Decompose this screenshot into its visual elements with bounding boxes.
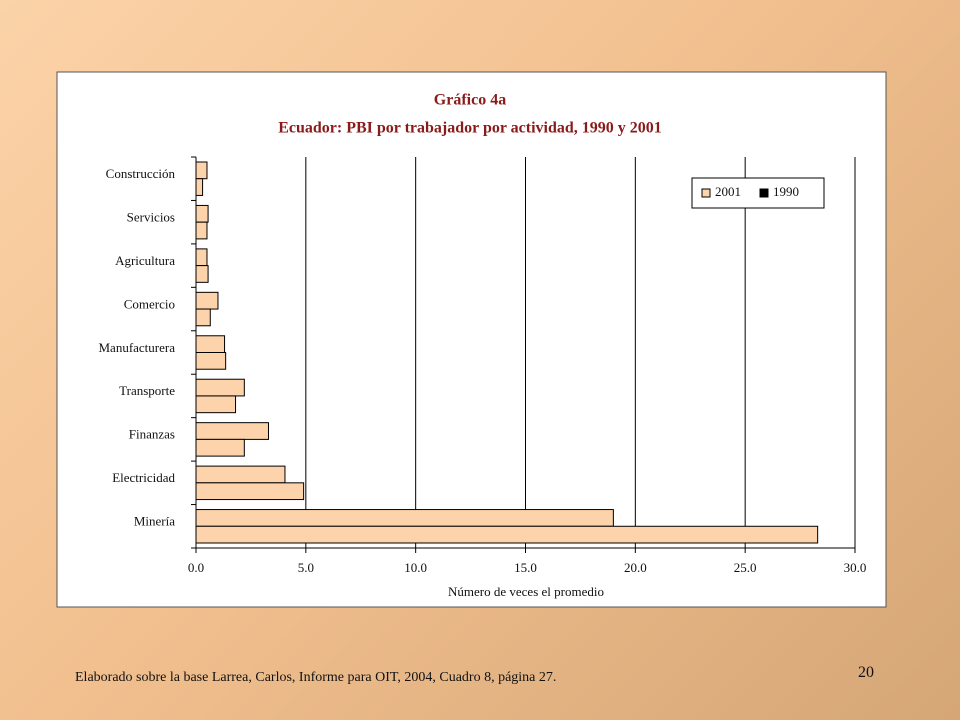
bar [195, 221, 208, 240]
legend-label: 1990 [773, 184, 799, 199]
chart-title: Gráfico 4a [434, 92, 506, 109]
bar [195, 335, 226, 353]
x-tick-label: 30.0 [844, 560, 867, 575]
y-tick-label: Finanzas [129, 427, 175, 442]
bar [195, 291, 219, 310]
x-tick-label: 10.0 [404, 560, 427, 575]
y-tick-label: Construcción [106, 166, 176, 181]
x-tick-label: 15.0 [514, 560, 537, 575]
x-axis-label: Número de veces el promedio [448, 584, 604, 599]
bar [195, 265, 209, 283]
bar [195, 178, 204, 196]
page-number: 20 [858, 664, 874, 681]
y-tick-label: Electricidad [112, 470, 175, 485]
bar [195, 509, 614, 527]
x-tick-label: 0.0 [188, 560, 204, 575]
source-note: Elaborado sobre la base Larrea, Carlos, … [75, 670, 557, 685]
y-tick-label: Agricultura [115, 253, 175, 268]
bar [195, 395, 237, 414]
legend-swatch [701, 188, 711, 198]
chart-subtitle: Ecuador: PBI por trabajador por activida… [278, 120, 662, 137]
x-tick-label: 20.0 [624, 560, 647, 575]
x-tick-label: 25.0 [734, 560, 757, 575]
bar [195, 378, 245, 397]
bar [195, 204, 209, 223]
bar [195, 422, 269, 440]
bar [195, 525, 819, 544]
bar [195, 308, 211, 327]
x-tick-label: 5.0 [298, 560, 314, 575]
bar [195, 438, 245, 457]
y-tick-label: Transporte [119, 383, 175, 398]
y-tick-label: Manufacturera [98, 340, 175, 355]
legend-label: 2001 [715, 184, 741, 199]
bar [195, 161, 208, 180]
legend-swatch [759, 188, 769, 198]
bar [195, 352, 227, 370]
bar [195, 482, 305, 501]
y-tick-label: Servicios [127, 209, 175, 224]
y-tick-label: Comercio [124, 296, 175, 311]
bar [195, 248, 208, 267]
bar [195, 465, 286, 484]
y-tick-label: Minería [134, 514, 175, 529]
legend-box [691, 177, 825, 209]
